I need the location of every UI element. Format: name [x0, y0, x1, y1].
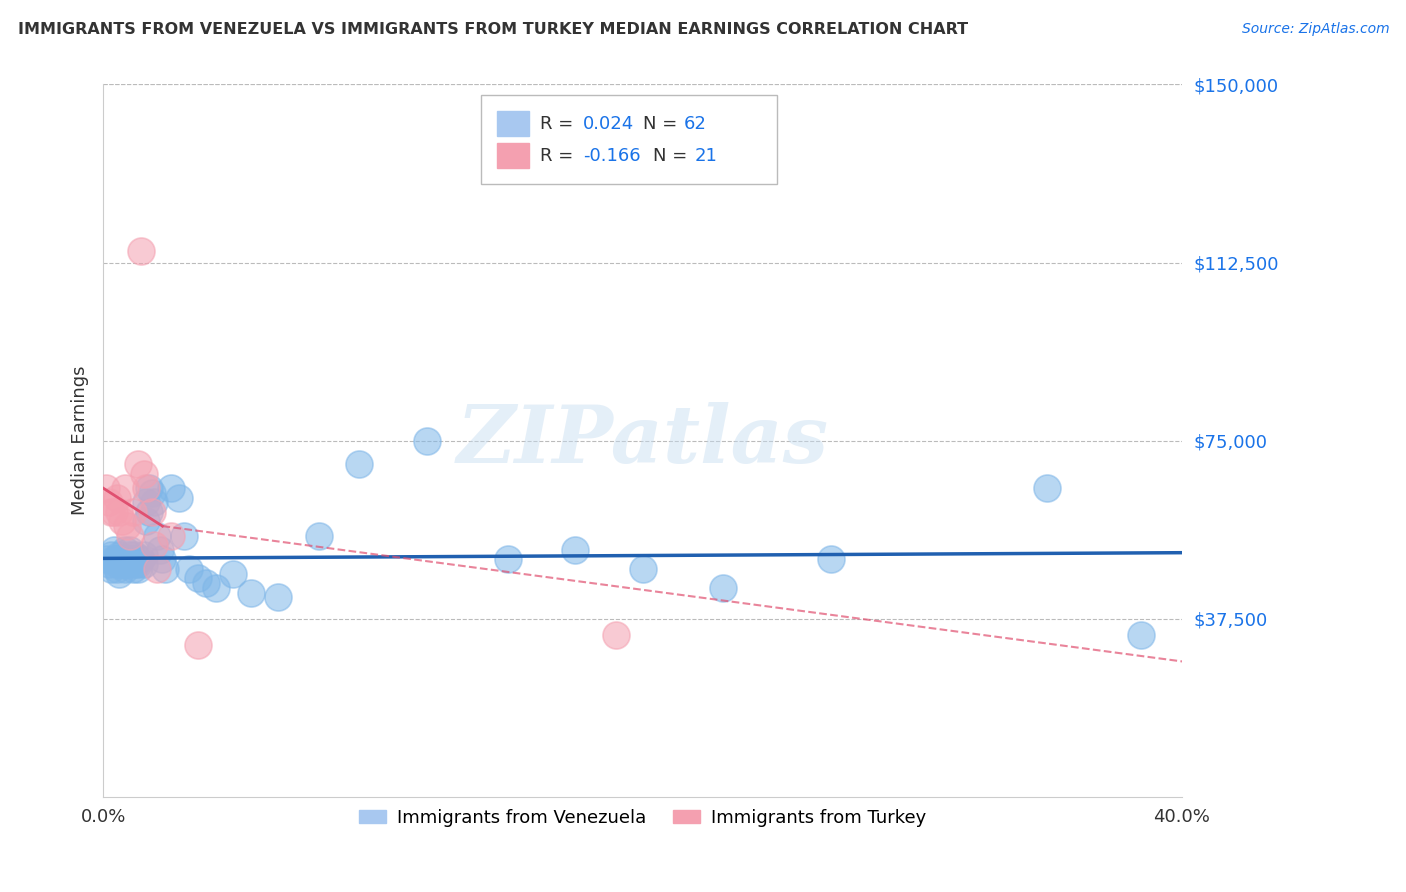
Point — [114, 552, 136, 566]
Point — [108, 566, 131, 581]
Text: R =: R = — [540, 146, 579, 165]
Point — [103, 505, 125, 519]
Point — [127, 458, 149, 472]
Point — [117, 552, 139, 566]
FancyBboxPatch shape — [481, 95, 778, 184]
Text: N =: N = — [654, 146, 693, 165]
Point — [132, 557, 155, 571]
Point — [127, 557, 149, 571]
Point — [179, 562, 201, 576]
Point — [713, 581, 735, 595]
Point — [121, 505, 143, 519]
Point — [120, 548, 142, 562]
Point — [135, 495, 157, 509]
Point — [159, 481, 181, 495]
Point — [135, 514, 157, 528]
Point — [114, 542, 136, 557]
Point — [132, 467, 155, 481]
Point — [349, 458, 371, 472]
Point — [114, 481, 136, 495]
Point — [105, 552, 128, 566]
Point — [97, 557, 120, 571]
Point — [94, 481, 117, 495]
Text: 0.024: 0.024 — [583, 114, 634, 133]
Point — [108, 552, 131, 566]
Bar — [496, 143, 529, 168]
Point — [152, 552, 174, 566]
Legend: Immigrants from Venezuela, Immigrants from Turkey: Immigrants from Venezuela, Immigrants fr… — [352, 802, 934, 834]
Point — [127, 552, 149, 566]
Point — [153, 562, 176, 576]
Point — [267, 591, 290, 605]
Text: ZIPatlas: ZIPatlas — [457, 402, 828, 479]
Text: R =: R = — [540, 114, 579, 133]
Point — [108, 548, 131, 562]
Point — [111, 514, 134, 528]
Point — [186, 638, 208, 652]
Point — [124, 557, 146, 571]
Point — [105, 557, 128, 571]
Point — [141, 505, 163, 519]
Point — [94, 552, 117, 566]
Point — [114, 562, 136, 576]
Point — [100, 548, 122, 562]
Point — [132, 548, 155, 562]
Point — [159, 528, 181, 542]
Point — [103, 552, 125, 566]
Point — [100, 562, 122, 576]
Point — [108, 505, 131, 519]
Point — [111, 552, 134, 566]
Point — [120, 542, 142, 557]
Point — [149, 542, 172, 557]
Point — [146, 528, 169, 542]
Point — [117, 519, 139, 533]
Text: -0.166: -0.166 — [583, 146, 641, 165]
Point — [117, 557, 139, 571]
Point — [121, 552, 143, 566]
Point — [135, 481, 157, 495]
Point — [121, 562, 143, 576]
Point — [146, 562, 169, 576]
Bar — [496, 111, 529, 136]
Point — [416, 434, 439, 448]
Y-axis label: Median Earnings: Median Earnings — [72, 366, 89, 516]
Point — [240, 585, 263, 599]
Text: N =: N = — [643, 114, 682, 133]
Point — [143, 538, 166, 552]
Text: IMMIGRANTS FROM VENEZUELA VS IMMIGRANTS FROM TURKEY MEDIAN EARNINGS CORRELATION : IMMIGRANTS FROM VENEZUELA VS IMMIGRANTS … — [18, 22, 969, 37]
Point — [1036, 481, 1059, 495]
Point — [97, 495, 120, 509]
Point — [167, 491, 190, 505]
Point — [820, 552, 842, 566]
Text: 62: 62 — [683, 114, 706, 133]
Point — [100, 505, 122, 519]
Text: Source: ZipAtlas.com: Source: ZipAtlas.com — [1241, 22, 1389, 37]
Point — [105, 491, 128, 505]
Point — [124, 548, 146, 562]
Point — [496, 552, 519, 566]
Point — [194, 576, 217, 591]
Point — [129, 552, 152, 566]
Point — [138, 481, 160, 495]
Point — [103, 542, 125, 557]
Point — [564, 542, 586, 557]
Point — [205, 581, 228, 595]
Point — [120, 552, 142, 566]
Point — [631, 562, 654, 576]
Point — [138, 505, 160, 519]
Point — [173, 528, 195, 542]
Point — [129, 244, 152, 258]
Point — [111, 557, 134, 571]
Point — [141, 486, 163, 500]
Point — [1130, 628, 1153, 642]
Point — [186, 571, 208, 585]
Point — [221, 566, 243, 581]
Point — [127, 562, 149, 576]
Text: 21: 21 — [695, 146, 717, 165]
Point — [605, 628, 627, 642]
Point — [308, 528, 330, 542]
Point — [120, 528, 142, 542]
Point — [105, 562, 128, 576]
Point — [143, 495, 166, 509]
